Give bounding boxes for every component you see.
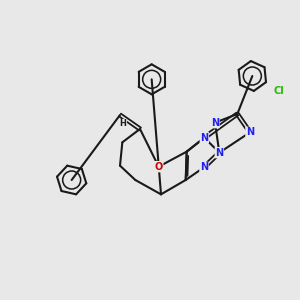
Text: Cl: Cl <box>274 86 285 96</box>
Text: N: N <box>215 148 223 158</box>
Text: N: N <box>246 127 254 137</box>
Text: H: H <box>120 119 126 128</box>
Text: N: N <box>200 162 208 172</box>
Text: N: N <box>211 118 219 128</box>
Text: N: N <box>200 133 208 143</box>
Text: O: O <box>154 162 163 172</box>
